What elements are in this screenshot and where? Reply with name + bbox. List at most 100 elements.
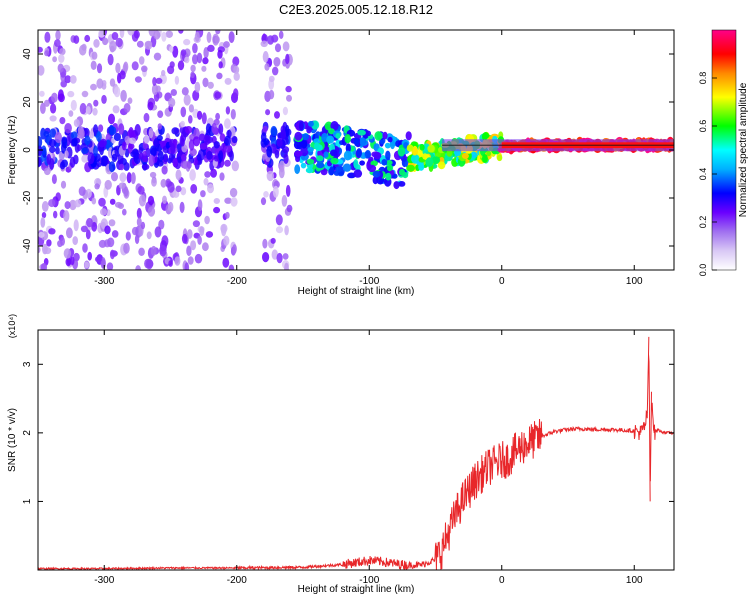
spectrogram-cell [104,179,112,190]
spectrogram-cell [84,34,91,43]
spectrogram-cell [233,65,240,75]
spectrogram-cell [359,137,365,147]
spectrogram-cell [274,111,280,119]
spectrogram-cell [52,56,57,63]
spectrogram-cell [72,236,78,246]
spectrogram-cell [79,44,87,56]
spectrogram-cell [44,50,50,57]
spectrogram-cell [283,153,289,164]
spectrogram-cell [199,226,205,237]
spectrogram-cell [204,215,210,225]
spectrogram-cell [151,177,157,187]
spectrogram-cell [147,195,155,206]
spectrogram-cell [207,183,214,194]
spectrogram-cell [188,104,194,113]
spectrogram-cell [192,220,200,228]
spectrogram-cell [329,166,335,176]
spectrogram-cell [345,143,351,154]
spectrogram-cell [44,31,51,43]
spectrogram-cell [120,89,127,102]
spectrogram-cell [197,235,202,245]
spectrogram-cell [93,145,98,157]
spectrogram-cell [266,170,274,182]
spectrogram-cell [50,103,57,114]
spectrogram-cell [446,149,453,157]
spectrogram-cell [145,258,153,270]
spectrogram-cell [294,164,301,175]
spectrogram-cell [431,156,441,165]
spectrogram-cell [294,131,303,141]
spectrogram-x-ticks: -300 -200 -100 0 100 [94,30,643,287]
spectrogram-cell [231,136,238,144]
spectrogram-cell [49,128,57,138]
colorbar-tick-label: 0.6 [698,120,708,133]
spectrogram-cell [41,201,49,212]
spectrogram-cell [231,160,239,172]
y-tick-label: -20 [22,190,33,205]
spectrogram-cell [206,150,213,160]
spectrogram-cell [437,161,446,170]
spectrogram-cell [267,35,274,45]
spectrogram-cell [282,253,289,260]
spectrogram-cell [365,130,372,137]
spectrogram-cell [172,45,179,58]
spectrogram-cell [220,223,228,233]
y-tick-label: -40 [22,238,33,253]
spectrogram-cell [180,49,187,57]
spectrogram-cell [115,62,121,74]
spectrogram-cell [215,112,221,121]
spectrogram-cell [99,138,107,147]
spectrogram-cell [202,242,209,252]
spectrogram-cell [104,225,111,235]
snr-x-label: Height of straight line (km) [298,584,415,595]
spectrogram-cell [61,142,67,154]
spectrogram-cell [307,146,314,153]
spectrogram-cell [275,226,284,234]
spectrogram-cell [147,101,154,111]
spectrogram-cell [177,60,185,71]
spectrogram-cell [183,94,191,106]
spectrogram-cell [213,198,220,204]
spectrogram-cell [218,123,224,135]
spectrogram-cell [84,135,91,146]
spectrogram-cell [223,135,231,147]
spectrogram-cell [118,123,125,135]
spectrogram-cell [224,197,232,204]
spectrogram-cell [225,211,230,219]
spectrogram-cell [207,81,214,89]
spectrogram-cell [406,144,414,152]
spectrogram-cell [285,85,292,93]
spectrogram-cell [141,163,150,170]
spectrogram-cell [278,166,285,179]
spectrogram-cell [71,138,78,147]
spectrogram-cell [305,167,314,174]
spectrogram-cell [90,83,97,91]
spectrogram-cell [172,190,180,198]
spectrogram-cell [161,69,166,77]
spectrogram-cell [212,33,220,46]
spectrogram-cell [276,252,283,264]
spectrogram-cell [43,131,50,137]
spectrogram-cell [170,89,177,96]
spectrogram-cell [89,130,95,139]
spectrogram-cell [51,92,58,103]
spectrogram-cell [193,157,198,166]
spectrogram-cell [73,219,79,232]
spectrogram-cell [382,131,388,140]
spectrogram-cell [153,138,160,148]
spectrogram-cell [202,57,209,65]
spectrogram-cell [78,186,86,196]
spectrogram-cell [111,153,118,163]
spectrogram-cell [194,81,201,93]
colorbar-gradient [711,29,737,271]
spectrogram-cell [274,149,280,159]
spectrogram-cell [197,110,203,120]
spectrogram-cell [335,166,342,173]
spectrogram-cell [272,66,279,76]
spectrogram-cell [80,225,88,233]
spectrogram-cell [55,30,61,41]
spectrogram-cell [127,97,133,104]
spectrogram-cell [148,127,154,139]
spectrogram-cell [330,121,339,131]
spectrogram-cell [216,72,223,80]
